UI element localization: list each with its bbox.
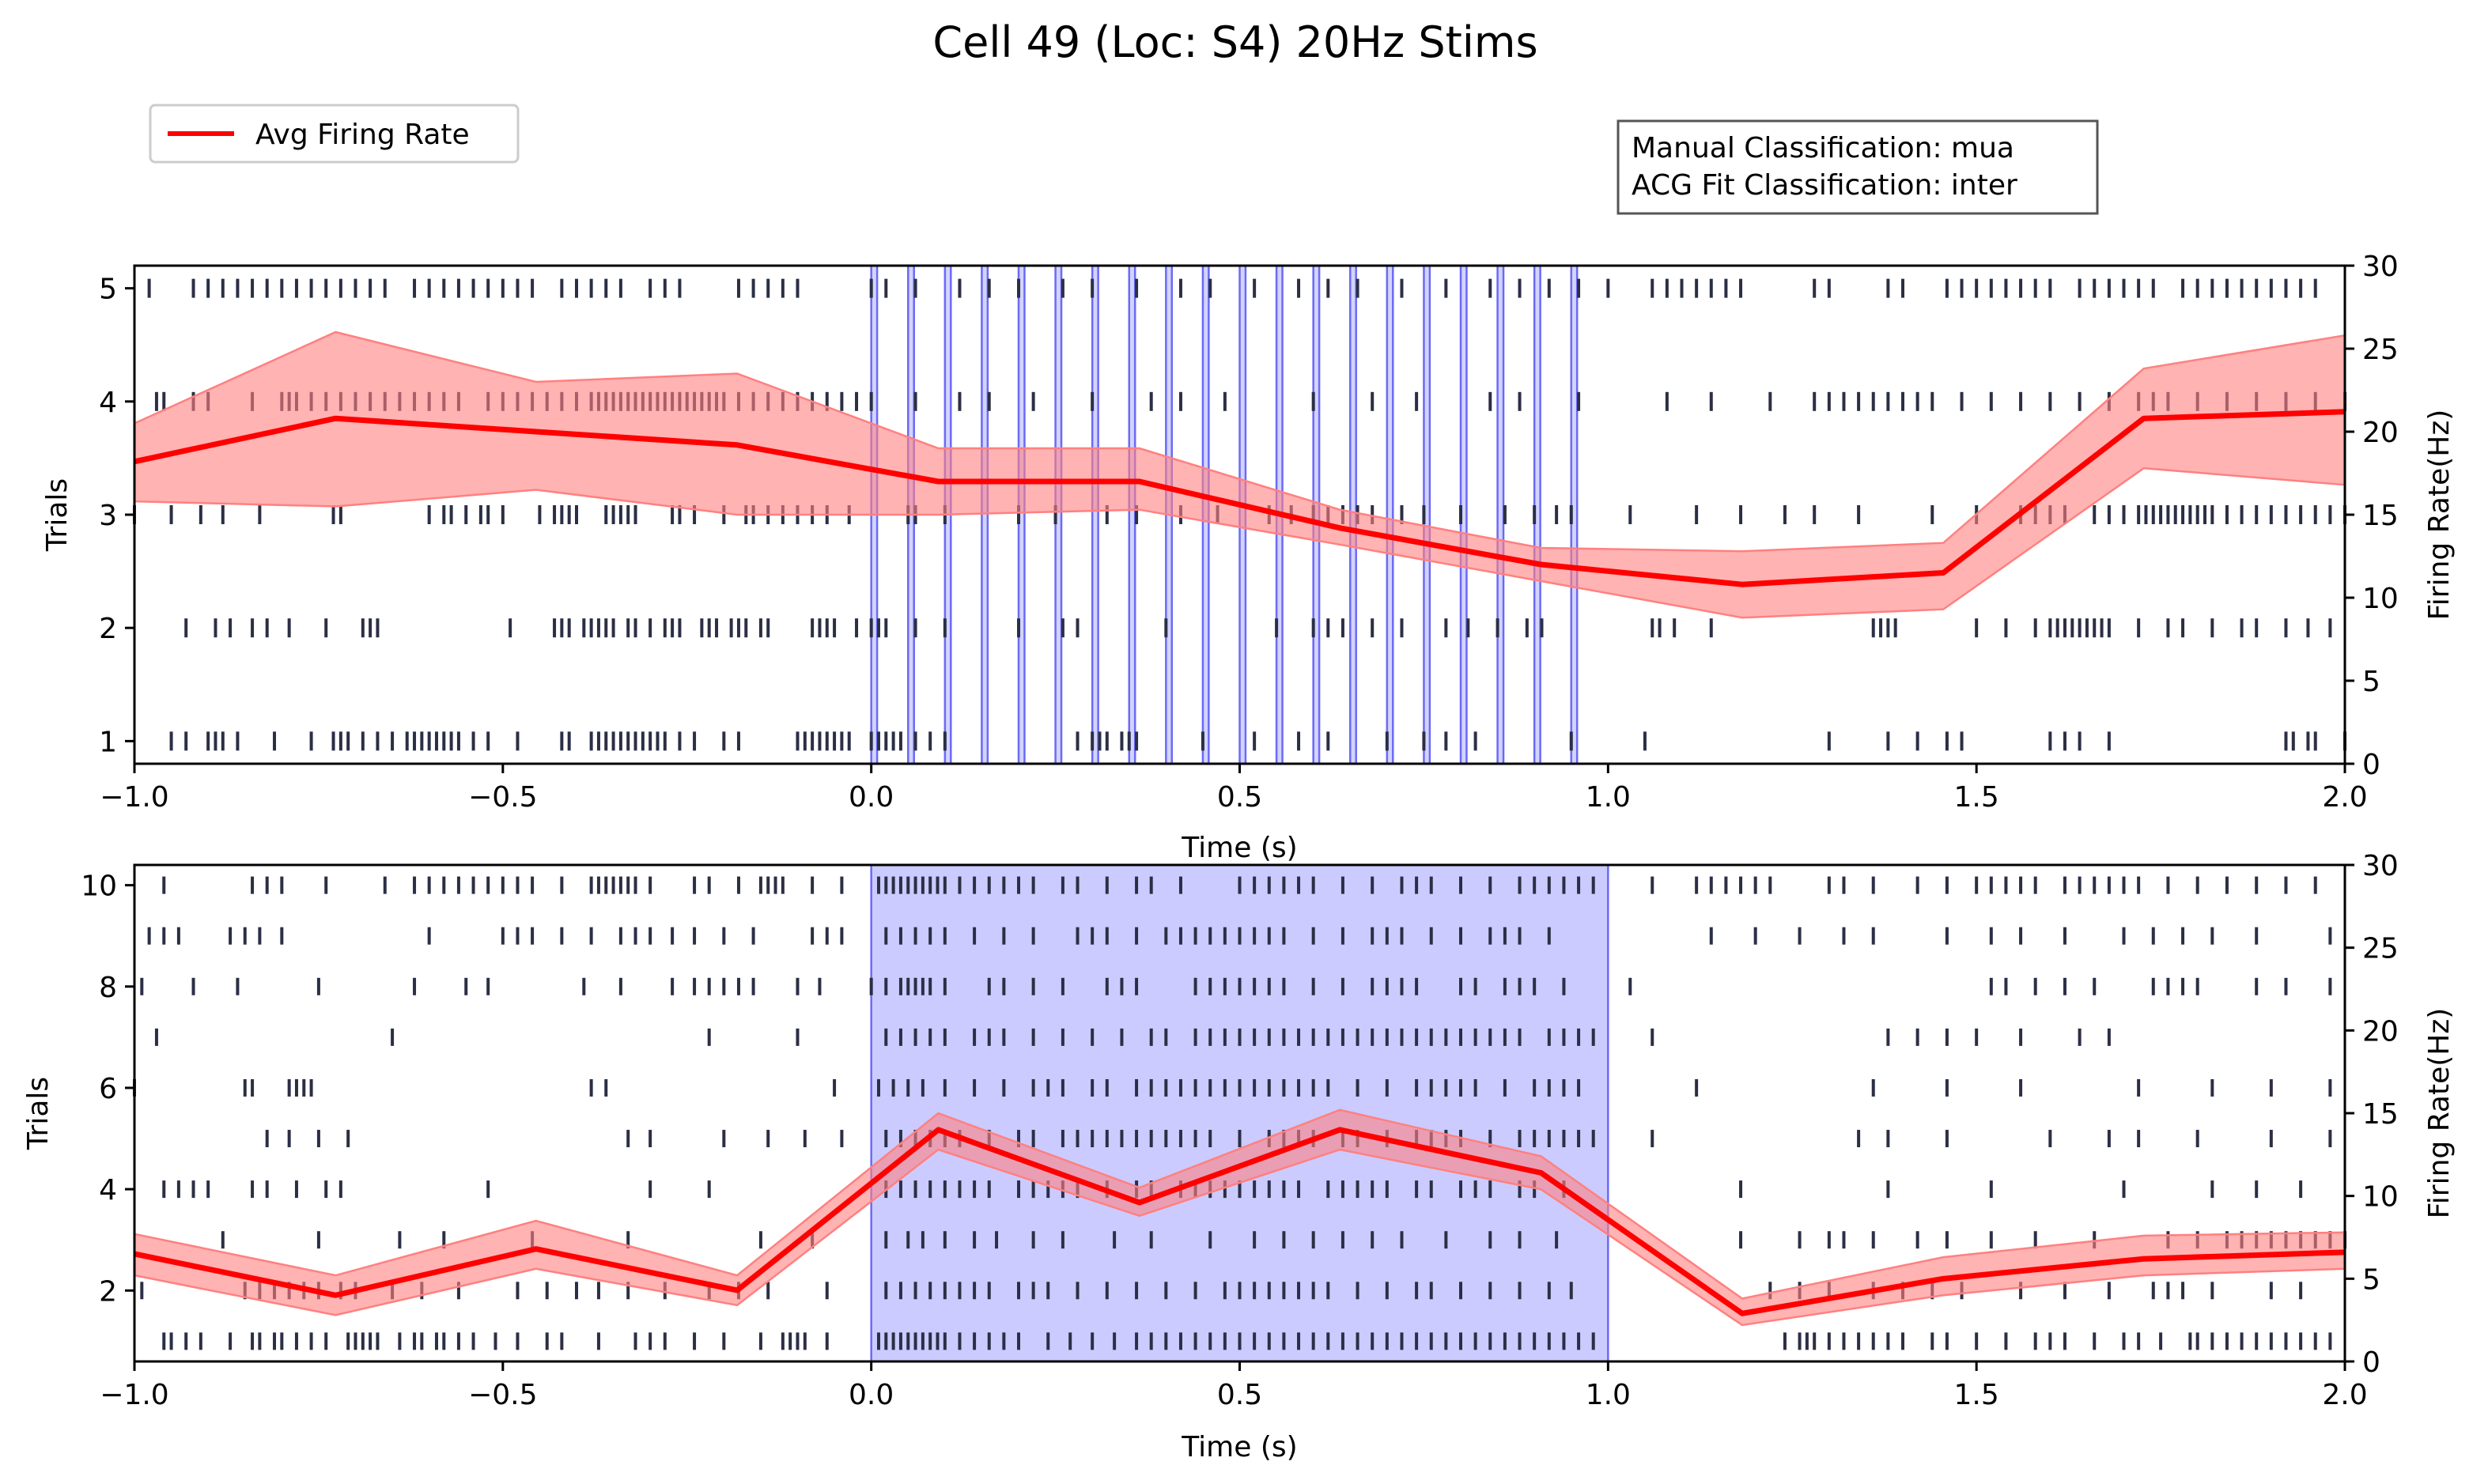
top-stim-pulse bbox=[1386, 264, 1394, 765]
bottom-y2-tick-label: 15 bbox=[2362, 1098, 2399, 1131]
bottom-y2-axis-label: Firing Rate(Hz) bbox=[2423, 1008, 2456, 1219]
top-x-tick-label: 1.0 bbox=[1586, 781, 1631, 814]
top-stim-pulse bbox=[981, 264, 989, 765]
bottom-x-tick-label: 1.0 bbox=[1586, 1379, 1631, 1411]
bottom-y-tick-label: 10 bbox=[81, 870, 117, 903]
top-x-tick-label: 0.0 bbox=[849, 781, 894, 814]
acg-classification-text: ACG Fit Classification: inter bbox=[1632, 169, 2017, 202]
top-x-tick-label: 0.5 bbox=[1217, 781, 1262, 814]
bottom-raster-trial-1 bbox=[162, 1332, 2332, 1350]
bottom-raster-trial-9 bbox=[147, 927, 2332, 945]
bottom-rate-line bbox=[134, 1127, 2346, 1316]
top-x-axis-label: Time (s) bbox=[1181, 832, 1297, 864]
bottom-raster-trial-8 bbox=[140, 977, 2332, 995]
bottom-panel: −1.0 −0.5 0.0 0.5 1.0 1.5 2.0 2 4 6 8 10 0 5 10 15 20 25 3… bbox=[22, 850, 2456, 1463]
bottom-y2-tick-label: 20 bbox=[2362, 1015, 2399, 1048]
top-y2-tick-label: 10 bbox=[2362, 583, 2399, 615]
legend: Avg Firing Rate bbox=[149, 104, 520, 164]
figure-title: Cell 49 (Loc: S4) 20Hz Stims bbox=[932, 17, 1537, 67]
bottom-y-axis-label: Trials bbox=[22, 1077, 55, 1150]
top-x-tick-label: 1.5 bbox=[1954, 781, 1999, 814]
top-y-tick-label: 3 bbox=[99, 500, 117, 532]
top-stim-pulse bbox=[1128, 264, 1136, 765]
bottom-y-tick-label: 8 bbox=[99, 972, 117, 1004]
bottom-y-tick-label: 2 bbox=[99, 1275, 117, 1308]
top-x-tick-label: 2.0 bbox=[2322, 781, 2367, 814]
bottom-x-tick-label: 2.0 bbox=[2322, 1379, 2367, 1411]
top-panel: −1.0 −0.5 0.0 0.5 1.0 1.5 2.0 1 2 3 4 5 0 5 10 15 20 25 30… bbox=[41, 251, 2456, 864]
top-y2-axis-label: Firing Rate(Hz) bbox=[2423, 410, 2456, 621]
legend-frame bbox=[149, 104, 520, 164]
top-raster-trial-5 bbox=[147, 278, 2317, 298]
manual-classification-text: Manual Classification: mua bbox=[1632, 132, 2014, 164]
bottom-x-tick-label: 1.5 bbox=[1954, 1379, 1999, 1411]
top-y-tick-label: 1 bbox=[99, 726, 117, 758]
bottom-raster-trial-6 bbox=[133, 1078, 2332, 1097]
top-raster-trial-2 bbox=[184, 618, 2332, 638]
top-raster-trial-1 bbox=[169, 731, 2346, 751]
bottom-x-tick-label: −0.5 bbox=[468, 1379, 537, 1411]
top-y-tick-label: 5 bbox=[99, 274, 117, 306]
top-y2-tick-label: 15 bbox=[2362, 500, 2399, 532]
top-y2-tick-label: 25 bbox=[2362, 334, 2399, 366]
bottom-x-tick-label: 0.0 bbox=[849, 1379, 894, 1411]
top-y2-tick-label: 5 bbox=[2362, 666, 2380, 698]
top-stim-pulse bbox=[1091, 264, 1099, 765]
bottom-y2-tick-label: 25 bbox=[2362, 933, 2399, 965]
bottom-y2-tick-label: 0 bbox=[2362, 1346, 2380, 1379]
top-y-tick-label: 4 bbox=[99, 387, 117, 419]
bottom-y2-tick-label: 5 bbox=[2362, 1263, 2380, 1296]
top-y-axis-label: Trials bbox=[41, 478, 74, 552]
bottom-x-tick-label: −1.0 bbox=[100, 1379, 168, 1411]
classification-frame bbox=[1617, 119, 2099, 215]
bottom-y2-tick-label: 10 bbox=[2362, 1181, 2399, 1214]
bottom-x-axis-label: Time (s) bbox=[1181, 1431, 1297, 1463]
top-x-tick-label: −1.0 bbox=[100, 781, 168, 814]
bottom-y-tick-label: 6 bbox=[99, 1073, 117, 1105]
bottom-raster-trial-10 bbox=[162, 876, 2317, 894]
bottom-x-tick-label: 0.5 bbox=[1217, 1379, 1262, 1411]
legend-label-rate: Avg Firing Rate bbox=[255, 119, 470, 151]
top-y-tick-label: 2 bbox=[99, 613, 117, 645]
bottom-y2-tick-label: 30 bbox=[2362, 850, 2399, 882]
top-rate-line bbox=[134, 409, 2346, 587]
top-stim-pulse bbox=[1496, 264, 1505, 765]
classification-box: Manual Classification: mua ACG Fit Class… bbox=[1617, 119, 2099, 215]
bottom-raster-trial-7 bbox=[154, 1028, 2111, 1046]
top-y2-tick-label: 20 bbox=[2362, 417, 2399, 449]
bottom-y-tick-label: 4 bbox=[99, 1174, 117, 1206]
top-x-tick-label: −0.5 bbox=[468, 781, 537, 814]
top-y2-tick-label: 0 bbox=[2362, 749, 2380, 781]
top-y2-tick-label: 30 bbox=[2362, 251, 2399, 283]
